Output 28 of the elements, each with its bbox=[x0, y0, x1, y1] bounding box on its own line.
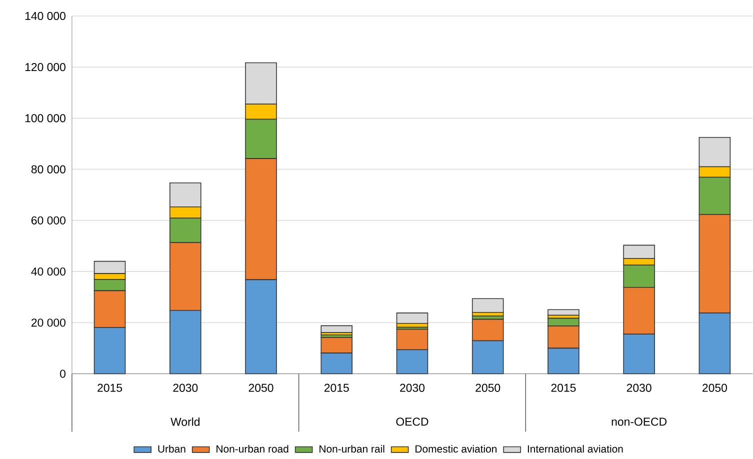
x-tick-label: 2030 bbox=[173, 384, 198, 392]
text: World bbox=[170, 418, 200, 426]
legend-label: International aviation bbox=[528, 445, 623, 453]
legend-label: Non-urban road bbox=[216, 445, 288, 453]
x-tick-label: 2030 bbox=[400, 384, 425, 392]
legend-label: Non-urban rail bbox=[320, 445, 384, 453]
y-tick-label: 40 000 bbox=[31, 268, 66, 276]
x-tick-label: 2030 bbox=[626, 384, 652, 392]
y-tick-label: 20 000 bbox=[32, 318, 66, 327]
y-tick-label: 80 000 bbox=[31, 165, 66, 174]
x-tick-label: 2050 bbox=[248, 384, 274, 392]
y-tick-label: 120 000 bbox=[25, 63, 66, 72]
bar bbox=[396, 312, 428, 324]
x-tick-label: 2015 bbox=[98, 384, 122, 392]
x-tick-label: 2015 bbox=[324, 384, 349, 392]
y-tick-label: 100 000 bbox=[25, 114, 66, 122]
legend-label: Urban bbox=[158, 445, 186, 453]
y-tick-label: 140 000 bbox=[25, 12, 66, 20]
y-tick-label: 0 bbox=[60, 370, 66, 378]
text: OECD bbox=[396, 418, 428, 426]
bar bbox=[472, 298, 504, 313]
bar bbox=[548, 309, 580, 316]
x-tick-label: 2050 bbox=[702, 384, 727, 392]
legend-label: Domestic aviation bbox=[416, 445, 497, 453]
x-tick-label: 2050 bbox=[476, 384, 500, 392]
x-tick-label: 2015 bbox=[551, 384, 576, 392]
text: non-OECD bbox=[612, 418, 667, 426]
y-tick-label: 60 000 bbox=[32, 216, 66, 225]
